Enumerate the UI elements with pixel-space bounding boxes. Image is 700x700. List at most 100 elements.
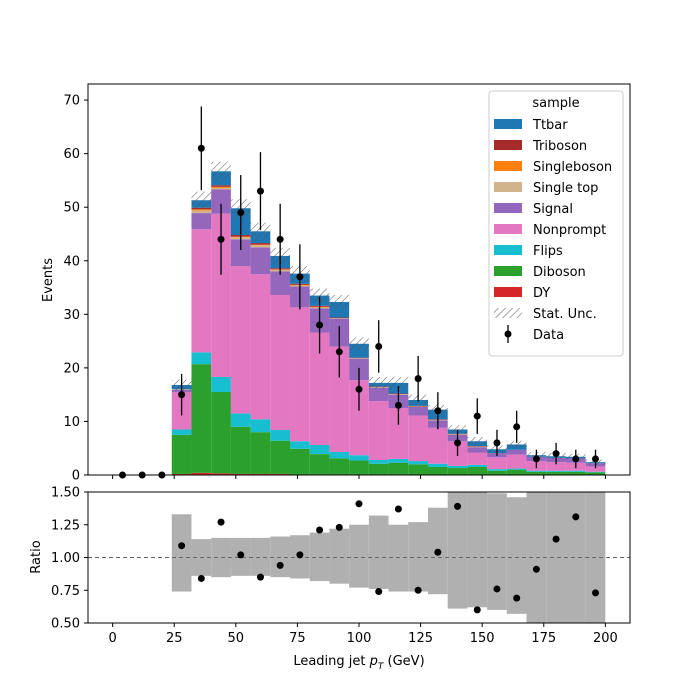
ratio-points xyxy=(178,500,600,614)
ratio-y-tick-label: 1.50 xyxy=(51,486,80,501)
bar-diboson xyxy=(309,454,330,475)
x-tick-label: 150 xyxy=(470,631,495,646)
ratio-band-segment xyxy=(270,536,291,578)
bar-triboson xyxy=(329,317,350,319)
data-point xyxy=(394,401,402,409)
data-point xyxy=(375,342,383,350)
legend-swatch-diboson xyxy=(494,266,522,276)
legend-stat-unc-swatch xyxy=(494,308,522,318)
legend-label: Single top xyxy=(533,181,598,196)
ratio-band-segment xyxy=(506,497,527,614)
x-tick-label: 25 xyxy=(166,631,183,646)
bar-flips xyxy=(526,470,547,472)
x-tick-label: 175 xyxy=(531,631,556,646)
bar-dy xyxy=(250,473,271,475)
bar-single-top xyxy=(329,318,350,319)
bar-dy xyxy=(270,473,291,475)
bar-single-top xyxy=(191,210,212,214)
ratio-band-segment xyxy=(349,524,369,588)
ratio-band-segment xyxy=(368,515,389,589)
legend-swatch-single-top xyxy=(494,182,522,192)
bar-singleboson xyxy=(211,186,231,188)
ratio-band-segment xyxy=(546,492,566,623)
bar-diboson xyxy=(329,458,350,475)
bar-nonprompt xyxy=(191,229,212,353)
data-point xyxy=(355,385,363,393)
ratio-point xyxy=(197,574,205,582)
bar-singleboson xyxy=(250,244,271,246)
x-tick-label: 100 xyxy=(347,631,372,646)
bar-single-top xyxy=(349,358,369,359)
data-point xyxy=(434,407,442,415)
bar-dy xyxy=(230,473,251,475)
bar-nonprompt xyxy=(487,457,507,470)
bar-nonprompt xyxy=(230,266,251,414)
data-point xyxy=(592,455,600,463)
data-point xyxy=(237,209,245,217)
ratio-x-ticks: 0 25 50 75 100 125 150 175 200 xyxy=(108,623,618,646)
stat-unc-box xyxy=(349,337,369,351)
ratio-y-tick-label: 1.25 xyxy=(51,518,80,533)
legend-label: Diboson xyxy=(533,265,586,280)
bar-signal xyxy=(408,406,428,416)
stat-unc-box xyxy=(250,222,271,240)
bar-flips xyxy=(270,430,291,441)
bar-flips xyxy=(309,445,330,455)
bar-nonprompt xyxy=(309,332,330,446)
ratio-band-segment xyxy=(329,528,350,584)
legend-swatch-singleboson xyxy=(494,161,522,171)
y-tick-label: 60 xyxy=(63,147,80,162)
ratio-point xyxy=(296,551,304,559)
bar-flips xyxy=(368,460,389,464)
bar-triboson xyxy=(211,185,231,187)
bar-dy xyxy=(191,472,212,475)
ratio-y-tick-label: 1.00 xyxy=(51,551,80,566)
ratio-point xyxy=(394,505,402,513)
bar-flips xyxy=(230,413,251,427)
legend-swatch-dy xyxy=(494,287,522,297)
main-y-axis-label: Events xyxy=(41,258,56,302)
ratio-point xyxy=(355,500,363,508)
main-data-points xyxy=(118,106,600,479)
y-tick-label: 0 xyxy=(72,469,80,484)
bar-diboson xyxy=(171,434,192,474)
bar-nonprompt xyxy=(211,213,231,377)
ratio-point xyxy=(217,518,225,526)
ratio-point xyxy=(178,542,186,550)
ratio-band-segment xyxy=(388,524,409,592)
bar-diboson xyxy=(585,472,606,475)
bar-diboson xyxy=(368,463,389,475)
bar-dy xyxy=(171,473,192,475)
ratio-y-tick-label: 0.75 xyxy=(51,584,80,599)
legend-label: Stat. Unc. xyxy=(533,307,597,322)
data-point xyxy=(335,348,343,356)
legend-label: DY xyxy=(533,286,550,301)
x-tick-label: 200 xyxy=(593,631,618,646)
stat-unc-box xyxy=(368,376,389,389)
bar-nonprompt xyxy=(368,401,389,461)
legend-box xyxy=(488,90,624,357)
stat-unc-box xyxy=(467,436,488,446)
bar-flips xyxy=(349,455,369,461)
bar-diboson xyxy=(388,462,409,475)
ratio-point xyxy=(375,588,383,596)
stat-unc-box xyxy=(329,295,350,309)
bar-nonprompt xyxy=(408,415,428,462)
bar-nonprompt xyxy=(349,380,369,456)
y-tick-label: 50 xyxy=(63,201,80,216)
x-tick-label: 50 xyxy=(228,631,245,646)
ratio-point xyxy=(276,561,284,569)
bar-triboson xyxy=(408,405,428,407)
bar-flips xyxy=(329,451,350,459)
data-point xyxy=(473,412,481,420)
bar-diboson xyxy=(506,469,527,475)
main-panel: 0 10 20 30 40 50 60 70 Events sample Ttbar Tribos… xyxy=(41,83,631,484)
bar-diboson xyxy=(565,471,586,475)
stat-unc-box xyxy=(211,161,231,181)
data-point xyxy=(493,439,501,447)
ratio-band-segment xyxy=(447,492,468,609)
bar-flips xyxy=(408,461,428,465)
legend-label: Flips xyxy=(533,244,563,259)
bar-signal xyxy=(250,247,271,275)
main-stack xyxy=(171,171,606,475)
